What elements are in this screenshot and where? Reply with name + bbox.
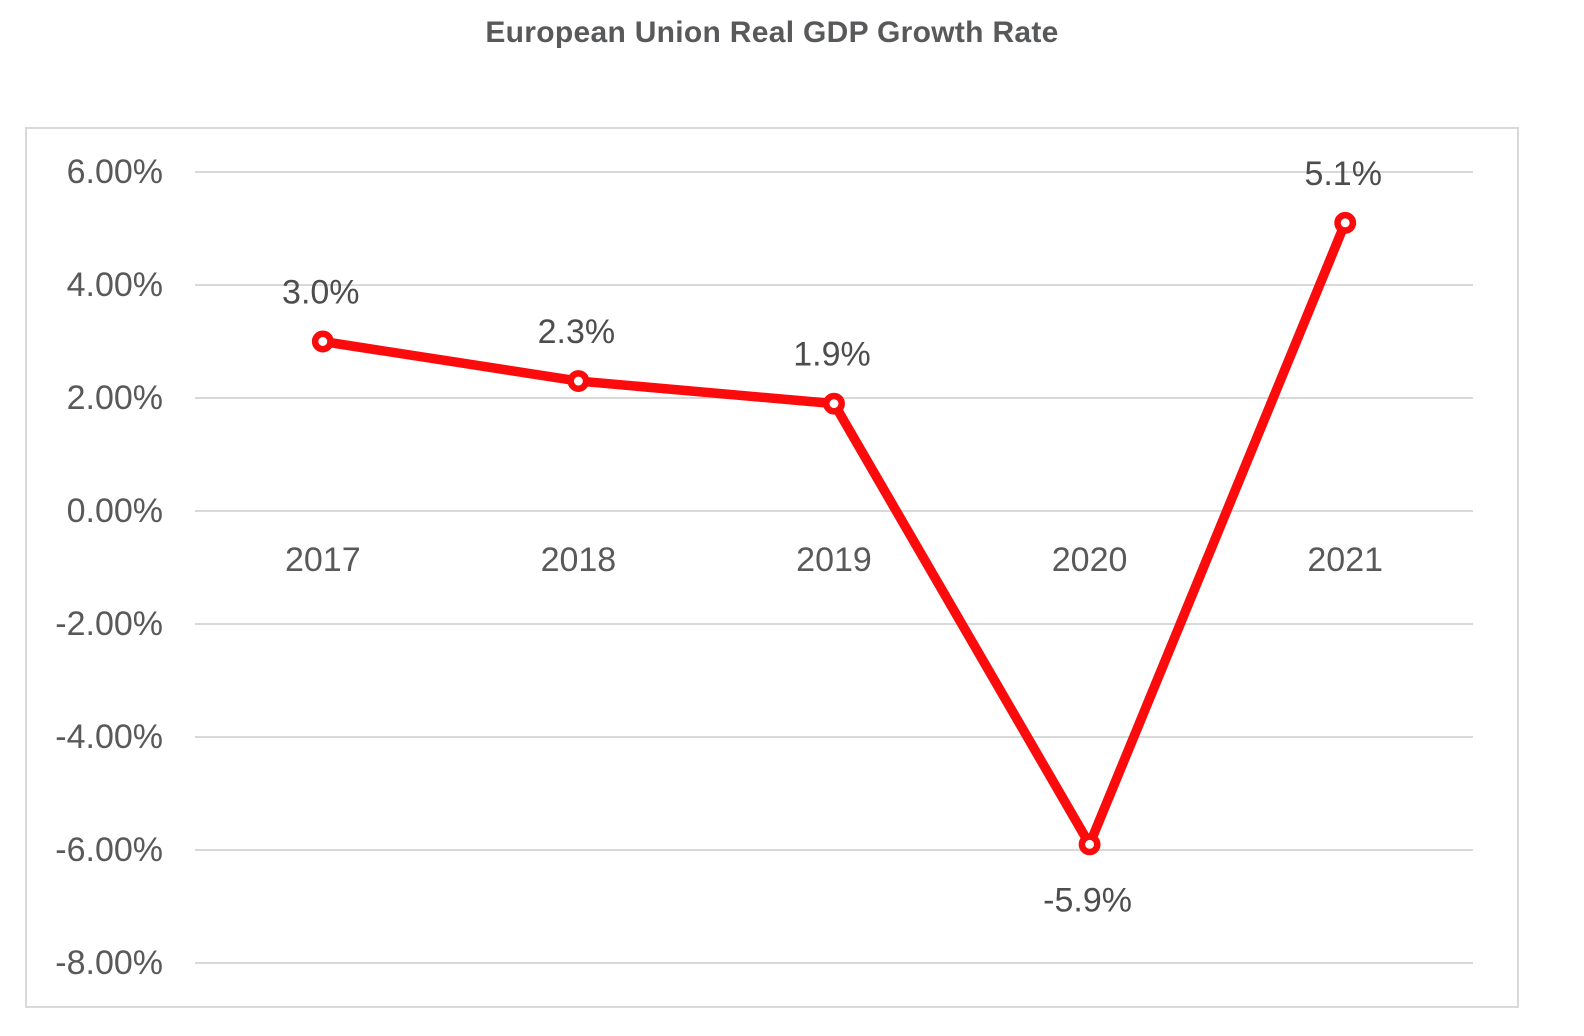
y-tick-label: -4.00% (55, 718, 163, 756)
chart-title: European Union Real GDP Growth Rate (485, 16, 1059, 49)
x-category-label: 2019 (796, 541, 872, 579)
y-tick-label: -2.00% (55, 605, 163, 643)
data-point-marker (1334, 211, 1357, 234)
data-point-marker (1078, 833, 1101, 856)
data-point-marker (311, 330, 334, 353)
y-tick-label: 2.00% (67, 379, 163, 417)
y-tick-label: 6.00% (67, 153, 163, 191)
data-point-label: 3.0% (282, 274, 360, 312)
gdp-line (318, 218, 1350, 850)
data-point-marker (567, 370, 590, 393)
y-tick-label: 4.00% (67, 266, 163, 304)
x-category-label: 2018 (541, 541, 617, 579)
y-tick-label: -8.00% (55, 944, 163, 982)
y-tick-label: 0.00% (67, 492, 163, 530)
x-category-label: 2020 (1052, 541, 1128, 579)
y-tick-label: -6.00% (55, 831, 163, 869)
x-category-label: 2017 (285, 541, 361, 579)
data-point-label: 5.1% (1304, 155, 1382, 193)
data-point-label: 2.3% (538, 313, 616, 351)
data-point-marker (823, 392, 845, 415)
data-point-label: 1.9% (793, 336, 871, 374)
data-point-label: -5.9% (1043, 881, 1132, 919)
line-chart-plot: 6.00% 4.00% 2.00% 0.00% -2.00% -4.00% -6.00% -8… (55, 153, 1473, 982)
x-category-label: 2021 (1307, 541, 1383, 579)
chart-frame: 6.00% 4.00% 2.00% 0.00% -2.00% -4.00% -6.00% -8… (25, 127, 1519, 1008)
